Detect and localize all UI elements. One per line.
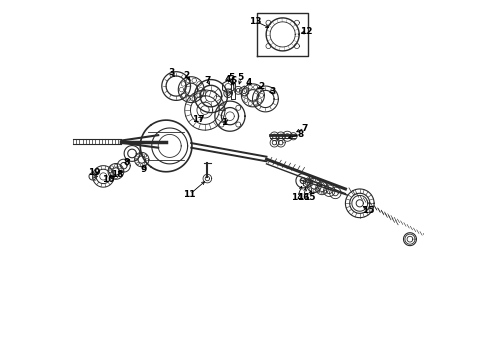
Text: 2: 2 [258, 82, 264, 91]
Text: 4: 4 [245, 78, 252, 87]
Text: 18: 18 [111, 170, 124, 179]
Text: 11: 11 [183, 190, 196, 199]
Text: 14: 14 [291, 193, 303, 202]
Text: 1: 1 [221, 118, 228, 127]
Text: 6: 6 [230, 76, 236, 85]
Text: 4: 4 [225, 75, 231, 84]
Text: 12: 12 [300, 27, 313, 36]
Text: 7: 7 [301, 123, 307, 132]
Text: 10: 10 [102, 175, 114, 184]
Text: 9: 9 [141, 165, 147, 174]
Text: 19: 19 [88, 168, 101, 177]
Text: 3: 3 [270, 86, 276, 95]
Text: 17: 17 [192, 114, 205, 123]
Text: 8: 8 [123, 158, 130, 167]
Text: 16: 16 [297, 193, 309, 202]
Text: 8: 8 [297, 130, 304, 139]
Text: 2: 2 [183, 71, 190, 80]
Text: 3: 3 [169, 68, 174, 77]
Text: 15: 15 [362, 206, 374, 215]
Text: 7: 7 [204, 76, 211, 85]
Text: 13: 13 [249, 17, 262, 26]
Text: 15: 15 [303, 193, 315, 202]
Text: 5: 5 [238, 73, 244, 82]
Text: 5: 5 [229, 73, 235, 82]
